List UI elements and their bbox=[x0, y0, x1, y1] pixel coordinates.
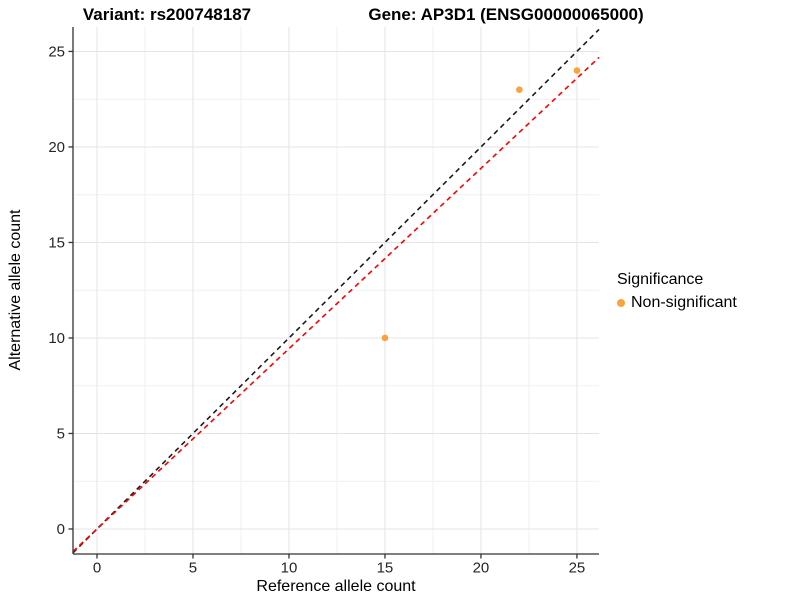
legend-title: Significance bbox=[617, 271, 704, 288]
x-tick-label: 25 bbox=[569, 560, 586, 577]
plot-title-gene: Gene: AP3D1 (ENSG00000065000) bbox=[368, 5, 644, 24]
y-tick-label: 5 bbox=[57, 425, 65, 442]
identity-line bbox=[72, 28, 600, 554]
x-tick-label: 0 bbox=[93, 560, 101, 577]
x-tick-label: 5 bbox=[189, 560, 197, 577]
x-tick-label: 20 bbox=[473, 560, 490, 577]
x-tick-label: 15 bbox=[377, 560, 394, 577]
data-point bbox=[381, 334, 389, 342]
expected-line bbox=[72, 56, 600, 553]
legend-entry: Non-significant bbox=[617, 294, 737, 312]
y-tick-label: 25 bbox=[48, 43, 65, 60]
x-axis-title: Reference allele count bbox=[256, 578, 416, 595]
y-tick-label: 15 bbox=[48, 234, 65, 251]
y-tick-label: 20 bbox=[48, 139, 65, 156]
data-point bbox=[516, 86, 523, 93]
legend-point-icon bbox=[617, 299, 625, 307]
y-tick-label: 10 bbox=[48, 330, 65, 347]
data-point bbox=[573, 67, 581, 74]
x-tick-label: 10 bbox=[281, 560, 298, 577]
plot-title-variant: Variant: rs200748187 bbox=[82, 5, 252, 24]
y-tick-label: 0 bbox=[57, 521, 65, 538]
y-axis-title: Alternative allele count bbox=[7, 209, 24, 371]
legend: Significance Non-significant bbox=[617, 271, 737, 312]
legend-entry-label: Non-significant bbox=[631, 294, 737, 311]
